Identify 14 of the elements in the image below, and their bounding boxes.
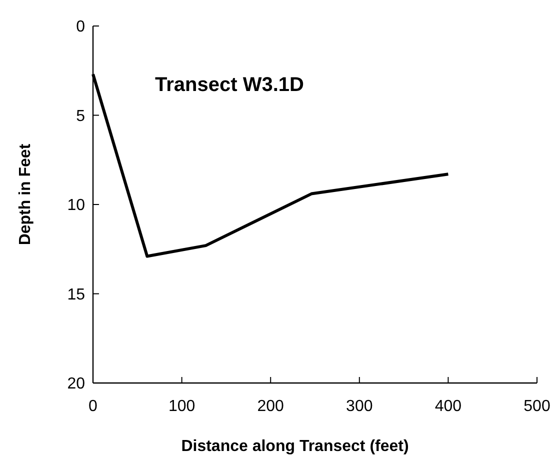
y-tick-label: 5 — [76, 108, 86, 125]
y-axis-title: Depth in Feet — [17, 143, 34, 246]
x-tick-label: 300 — [346, 398, 373, 415]
x-tick-label: 400 — [434, 398, 462, 415]
y-tick-label: 20 — [67, 376, 86, 393]
x-tick-label: 0 — [88, 398, 98, 415]
y-tick-label: 0 — [76, 18, 86, 36]
x-tick-label: 200 — [257, 398, 284, 415]
y-tick-label: 10 — [67, 197, 86, 214]
x-axis-title: Distance along Transect (feet) — [181, 438, 409, 455]
x-tick-label: 500 — [524, 398, 550, 415]
text: Transect W3.1D — [155, 74, 304, 96]
x-tick-label: 100 — [168, 398, 196, 415]
y-tick-label: 15 — [67, 286, 86, 304]
